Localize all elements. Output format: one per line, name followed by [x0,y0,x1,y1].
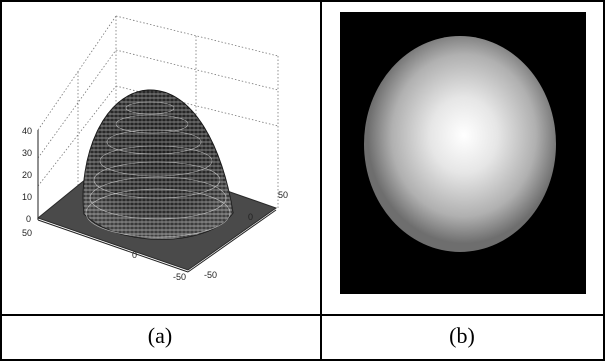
z-tick-label: 10 [22,192,32,202]
z-tick-label: 0 [26,214,31,224]
plot-axes [37,130,277,273]
z-tick-label: 30 [22,148,32,158]
panel-b-depth-image [340,12,586,294]
depth-sphere [364,36,556,252]
table-border-bottom [0,359,605,361]
y-tick-label: 0 [248,212,253,222]
table-border-right [603,0,605,361]
table-border-caption-row [0,314,605,316]
x-tick-label: 50 [22,228,32,238]
depth-image-svg [340,12,586,294]
surface-plot-svg: 40 30 20 10 0 50 0 -50 50 0 -50 [22,15,288,282]
z-tick-label: 40 [22,126,32,136]
caption-b: (b) [449,323,475,348]
x-tick-label: 0 [132,250,137,260]
surface-dome [82,89,234,240]
x-tick-label: -50 [173,272,186,282]
z-tick-label: 20 [22,170,32,180]
y-tick-label: 50 [278,190,288,200]
table-border-middle [320,0,322,361]
table-border-left [0,0,2,361]
table-border-top [0,0,605,2]
caption-a: (a) [147,323,173,348]
y-tick-label: -50 [204,270,217,280]
panel-a-surface-plot: 40 30 20 10 0 50 0 -50 50 0 -50 [8,8,313,308]
